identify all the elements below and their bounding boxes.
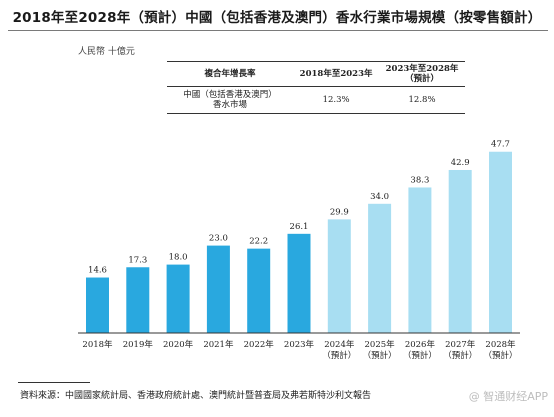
- bar-6: [327, 219, 351, 333]
- x-tick-label-2: 2020年: [163, 339, 194, 350]
- x-tick-label-10: 2028年（預計）: [483, 339, 517, 361]
- x-tick-label-7: 2025年（預計）: [363, 339, 397, 361]
- x-tick-label-4: 2022年: [244, 339, 275, 350]
- x-tick-label-6: 2024年（預計）: [322, 339, 356, 361]
- bar-10: [489, 151, 512, 333]
- cagr-header-period-1: 2018年至2023年: [299, 69, 373, 79]
- bar-8: [408, 187, 432, 333]
- bar-7: [368, 203, 392, 333]
- bar-value-label-2: 18.0: [169, 253, 188, 263]
- cagr-table: 複合年增長率 2018年至2023年 2023年至2028年 （預計） 中國（包括…: [167, 61, 465, 114]
- cagr-table-header-row: 複合年增長率 2018年至2023年 2023年至2028年 （預計）: [167, 61, 465, 87]
- watermark: @ 智通财经APP: [468, 390, 548, 403]
- cagr-row-value-1: 12.3%: [322, 95, 350, 105]
- x-tick-label-8: 2026年（預計）: [403, 339, 437, 361]
- x-tick-label-9: 2027年（預計）: [443, 339, 477, 361]
- bar-9: [448, 169, 472, 333]
- bar-value-label-9: 42.9: [451, 158, 470, 168]
- x-tick-label-3: 2021年: [203, 339, 234, 350]
- bar-value-label-1: 17.3: [128, 255, 147, 265]
- bar-0: [86, 277, 109, 333]
- title-divider: [8, 30, 548, 31]
- cagr-table-row: 中國（包括香港及澳門） 香水市場 12.3% 12.8%: [167, 87, 465, 114]
- bar-value-label-10: 47.7: [491, 140, 510, 150]
- bar-5: [287, 233, 311, 333]
- bar-value-label-3: 23.0: [209, 234, 228, 244]
- cagr-row-value-2: 12.8%: [408, 95, 436, 105]
- cagr-header-label: 複合年增長率: [204, 69, 256, 79]
- bar-value-label-8: 38.3: [410, 175, 429, 185]
- bar-value-label-7: 34.0: [370, 192, 389, 202]
- source-note: 資料來源：中國國家統計局、香港政府統計處、澳門統計暨普查局及弗若斯特沙利文報告: [20, 391, 372, 401]
- x-tick-label-5: 2023年: [284, 339, 315, 350]
- cagr-header-period-2: 2023年至2028年 （預計）: [385, 64, 459, 84]
- bar-value-label-0: 14.6: [88, 266, 107, 276]
- bar-value-label-6: 29.9: [330, 207, 349, 217]
- x-tick-label-1: 2019年: [123, 339, 154, 350]
- bar-3: [206, 245, 230, 333]
- bar-4: [247, 248, 271, 333]
- x-tick-label-0: 2018年: [82, 339, 113, 350]
- cagr-row-label: 中國（包括香港及澳門） 香水市場: [183, 90, 277, 110]
- unit-label: 人民幣 十億元: [78, 47, 135, 57]
- bar-1: [126, 267, 150, 333]
- bar-value-label-5: 26.1: [290, 222, 309, 232]
- bar-2: [166, 264, 190, 333]
- source-divider: [18, 382, 90, 383]
- bar-value-label-4: 22.2: [249, 237, 268, 247]
- chart-title: 2018年至2028年（預計）中國（包括香港及澳門）香水行業市場規模（按零售額計…: [12, 10, 542, 26]
